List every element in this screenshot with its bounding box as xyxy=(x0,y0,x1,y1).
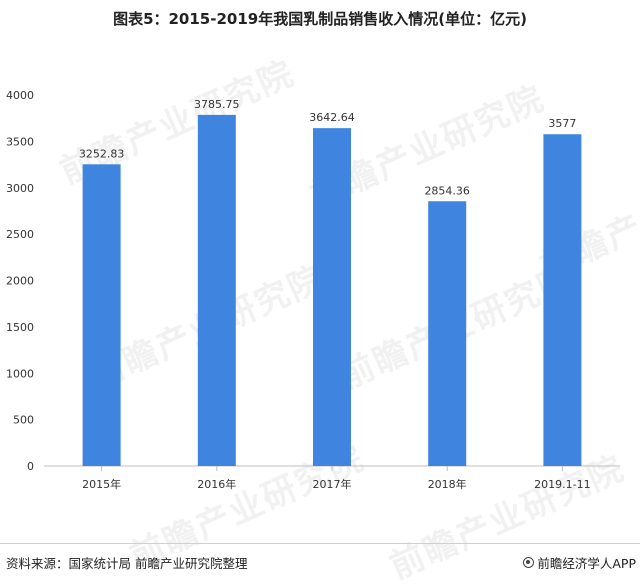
data-label: 3642.64 xyxy=(309,111,355,124)
y-tick-label: 4000 xyxy=(6,89,34,102)
data-label: 3785.75 xyxy=(194,98,240,111)
y-tick-label: 0 xyxy=(27,460,34,473)
bar xyxy=(543,134,582,466)
bar xyxy=(197,114,236,466)
brand-label: 前瞻经济学人APP xyxy=(537,556,636,571)
y-tick-label: 2000 xyxy=(6,275,34,288)
brand-credit: 前瞻经济学人APP xyxy=(523,553,636,572)
data-label: 2854.36 xyxy=(424,184,470,197)
bar xyxy=(428,201,467,466)
data-label: 3252.83 xyxy=(79,147,125,160)
y-tick-label: 2500 xyxy=(6,228,34,241)
brand-logo-icon xyxy=(523,557,535,568)
bar xyxy=(82,164,121,466)
source-note: 资料来源：国家统计局 前瞻产业研究院整理 xyxy=(6,556,248,571)
footer-divider xyxy=(0,543,640,544)
chart-title: 图表5：2015-2019年我国乳制品销售收入情况(单位：亿元) xyxy=(113,10,527,28)
bar xyxy=(313,128,351,466)
y-tick-label: 500 xyxy=(13,414,34,427)
data-label: 3577 xyxy=(548,117,576,130)
x-tick-label: 2016年 xyxy=(197,477,236,491)
x-tick-label: 2019.1-11 xyxy=(534,478,590,491)
x-tick-label: 2015年 xyxy=(82,477,121,491)
y-tick-label: 3500 xyxy=(6,135,34,148)
y-tick-label: 3000 xyxy=(6,182,34,195)
x-tick-label: 2017年 xyxy=(313,477,352,491)
y-tick-label: 1500 xyxy=(6,321,34,334)
x-tick-label: 2018年 xyxy=(428,477,467,491)
y-tick-label: 1000 xyxy=(6,367,34,380)
